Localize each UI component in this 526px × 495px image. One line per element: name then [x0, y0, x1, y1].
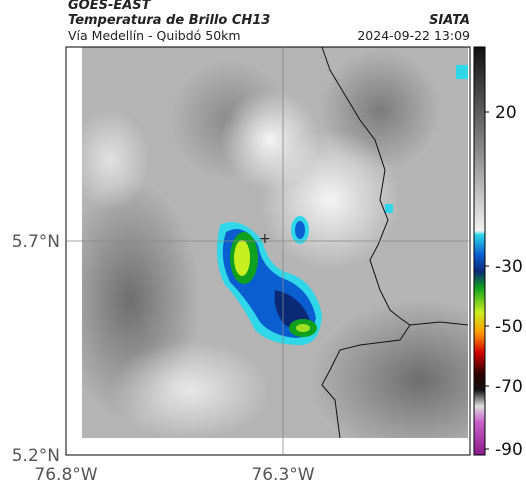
- region: Vía Medellín - Quibdó 50km: [68, 28, 241, 43]
- map-frame: [65, 46, 471, 456]
- product: Temperatura de Brillo CH13: [68, 13, 270, 28]
- lat-label: 5.7°N: [12, 232, 60, 252]
- colorbar-label: 20: [495, 103, 517, 123]
- colorbar-label: -90: [495, 440, 523, 460]
- lon-label: 76.8°W: [34, 465, 97, 485]
- colorbar-label: -50: [495, 317, 523, 337]
- datetime: 2024-09-22 13:09: [357, 28, 470, 43]
- colorbar-label: -30: [495, 257, 523, 277]
- source: SIATA: [429, 13, 470, 28]
- satellite-image: [82, 47, 468, 438]
- lon-label: 76.3°W: [251, 465, 314, 485]
- colorbar-ticks: [485, 111, 489, 450]
- city-marker: +: [259, 231, 271, 247]
- colorbar-label: -70: [495, 377, 523, 397]
- colorbar: [473, 46, 486, 456]
- satellite: GOES-EAST: [68, 0, 152, 13]
- lat-label: 5.2°N: [12, 446, 60, 466]
